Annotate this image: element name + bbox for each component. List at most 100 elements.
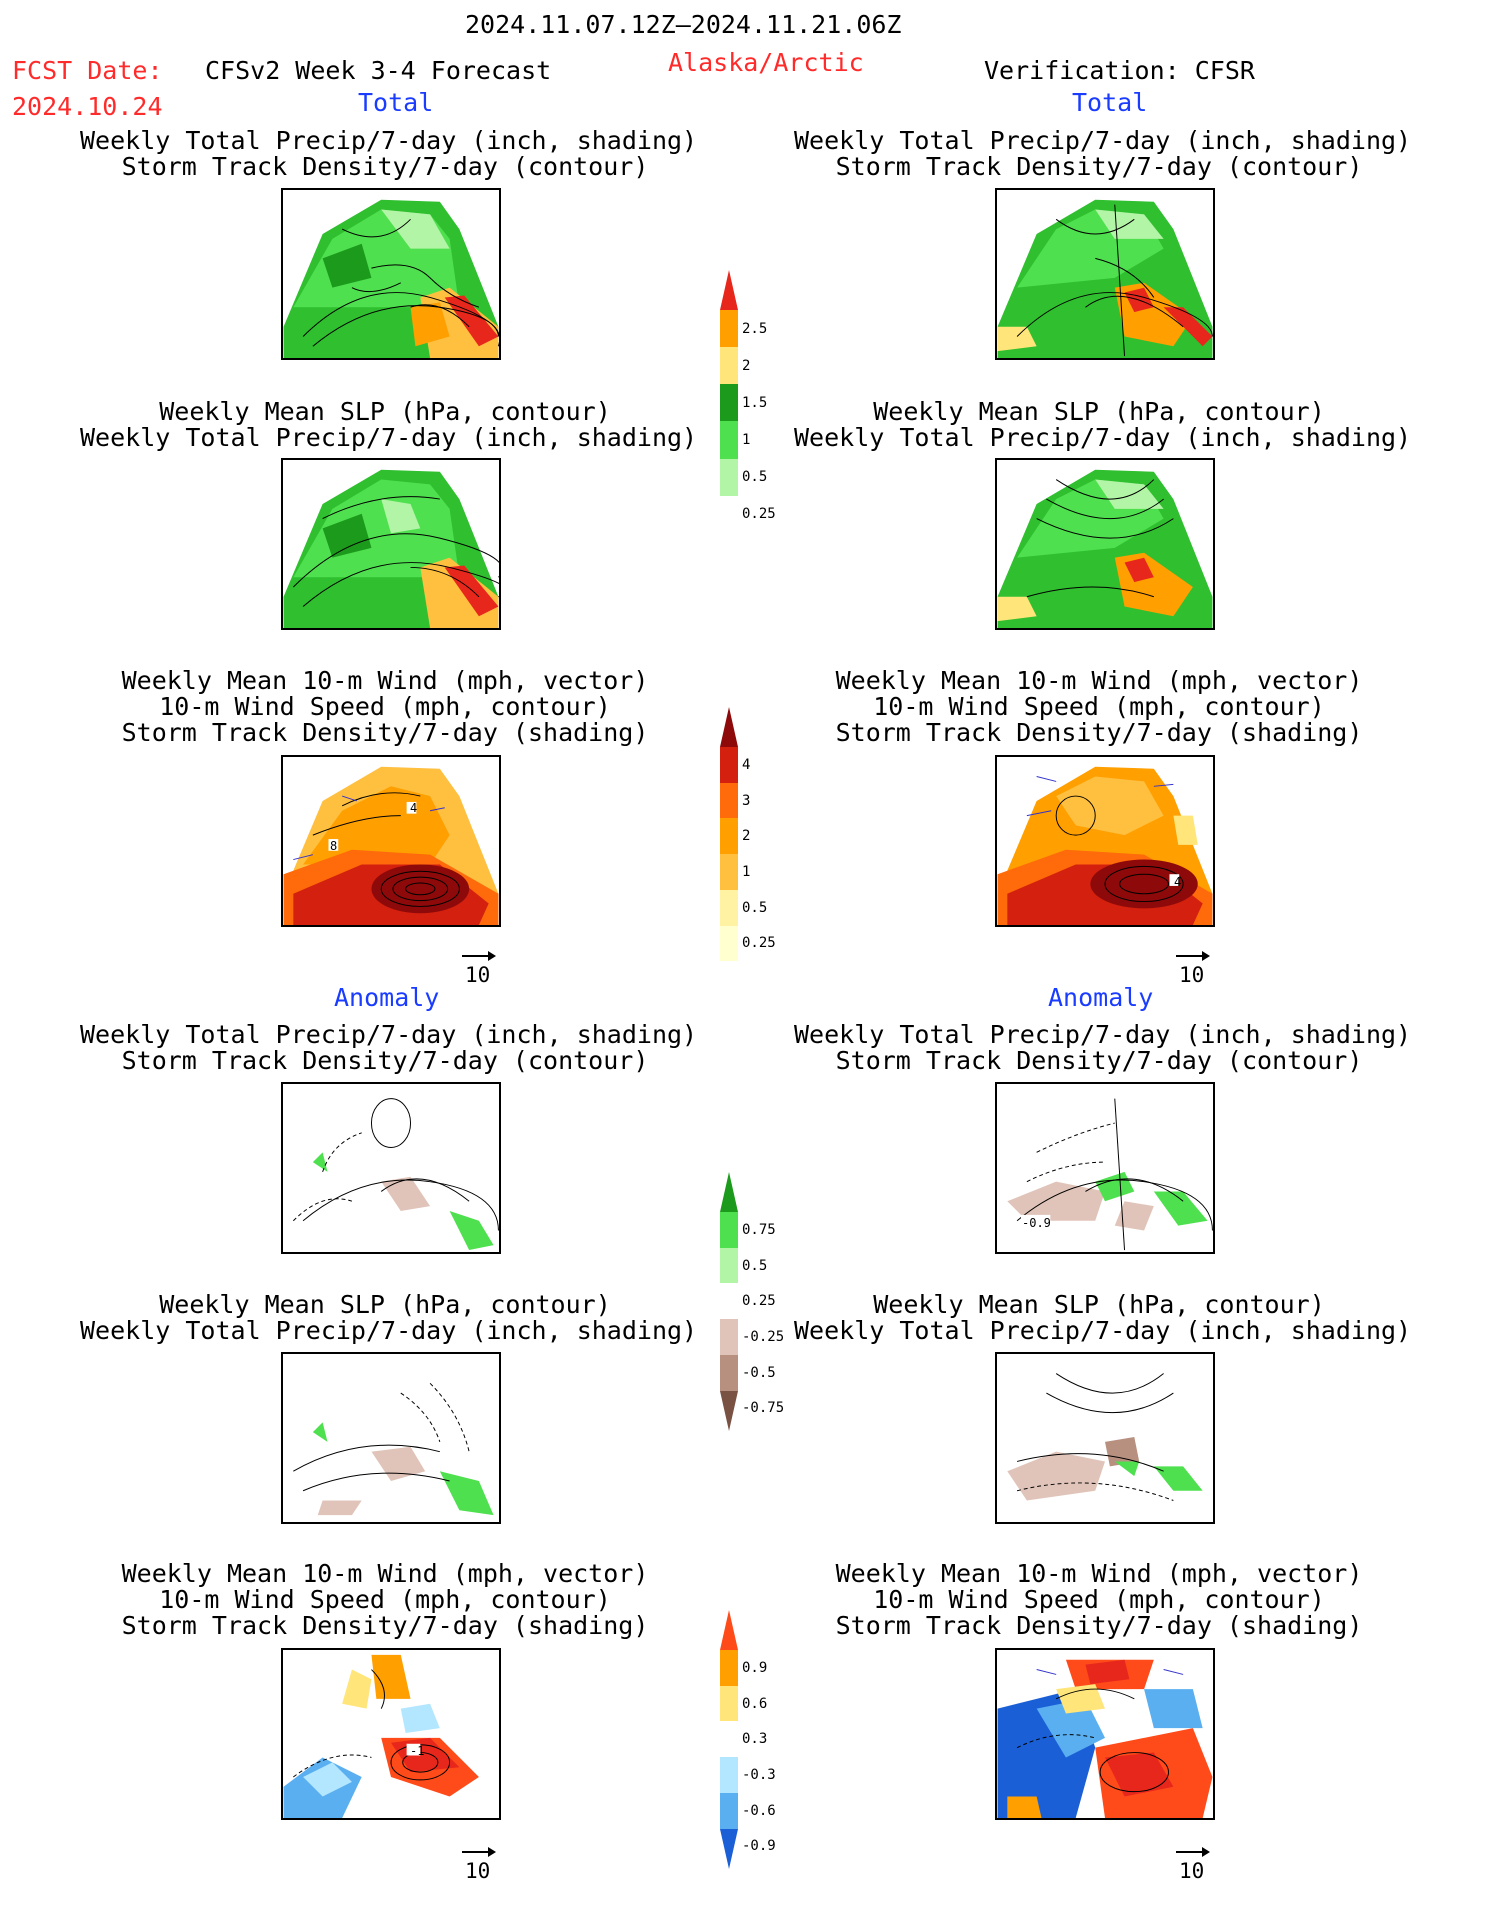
- colorbar-segment: [720, 889, 738, 926]
- region-label: Alaska/Arctic: [668, 48, 864, 77]
- colorbar-segment: [720, 384, 738, 422]
- reference-vector-arrow: [1176, 951, 1210, 961]
- colorbar-tick-label: 4: [742, 756, 751, 773]
- map-slp-precip-fcst: [281, 458, 501, 630]
- title-line: Weekly Mean SLP (hPa, contour): [873, 397, 1325, 426]
- map-anom-slp-fcst: [281, 1352, 501, 1524]
- panel-title-anom-wind-right: Weekly Mean 10-m Wind (mph, vector) 10-m…: [794, 1561, 1404, 1639]
- section-total-right: Total: [1072, 88, 1148, 117]
- panel-title-anom-precip-right: Weekly Total Precip/7-day (inch, shading…: [794, 1020, 1412, 1075]
- reference-vector-label: 10: [1179, 1859, 1205, 1883]
- colorbar-precip-anom: 0.75 0.5 0.25 -0.25 -0.5 -0.75: [720, 1172, 784, 1462]
- panel-title-anom-precip-left: Weekly Total Precip/7-day (inch, shading…: [80, 1020, 698, 1075]
- contour-label: -1: [410, 1744, 425, 1758]
- title-line: Weekly Mean 10-m Wind (mph, vector): [835, 666, 1363, 695]
- colorbar-top-tip: [720, 1610, 738, 1650]
- section-anomaly-left: Anomaly: [334, 983, 440, 1012]
- map-slp-precip-verif: [995, 458, 1215, 630]
- map-anom-wind-fcst: -1: [281, 1648, 501, 1820]
- colorbar-segment: [720, 782, 738, 819]
- colorbar-tick-label: -0.25: [742, 1329, 785, 1345]
- colorbar-top-tip: [720, 707, 738, 747]
- colorbar-wind-anom: 0.9 0.6 0.3 -0.3 -0.6 -0.9: [720, 1610, 776, 1900]
- colorbar-bottom-tip: [720, 961, 738, 1002]
- colorbar-bottom-tip: [720, 495, 738, 536]
- colorbar-segment: [720, 1757, 738, 1793]
- valid-period: 2024.11.07.12Z–2024.11.21.06Z: [465, 10, 902, 39]
- map-anom-wind-verif: [995, 1648, 1215, 1820]
- title-line: Storm Track Density/7-day (contour): [835, 152, 1363, 181]
- panel-title-total-precip-right: Weekly Total Precip/7-day (inch, shading…: [794, 126, 1412, 181]
- panel-title-anom-wind-left: Weekly Mean 10-m Wind (mph, vector) 10-m…: [80, 1561, 690, 1639]
- reference-vector-arrow: [1176, 1847, 1210, 1857]
- reference-vector-label: 10: [1179, 963, 1205, 987]
- colorbar-top-tip: [720, 1172, 738, 1212]
- colorbar-tick-label: 0.3: [742, 1731, 768, 1748]
- colorbar-tick-label: -0.75: [742, 1400, 785, 1417]
- title-line: Weekly Mean SLP (hPa, contour): [159, 397, 611, 426]
- panel-title-total-precip-left: Weekly Total Precip/7-day (inch, shading…: [80, 126, 698, 180]
- map-anom-precip-verif: -0.9: [995, 1082, 1215, 1254]
- colorbar-tick-label: 1: [742, 864, 751, 880]
- colorbar-tick-label: 0.5: [742, 899, 768, 916]
- title-line: Weekly Mean 10-m Wind (mph, vector): [121, 1559, 649, 1588]
- colorbar-segment: [720, 421, 738, 459]
- colorbar-bottom-tip: [720, 1390, 738, 1431]
- panel-title-slp-left: Weekly Mean SLP (hPa, contour) Weekly To…: [80, 397, 698, 452]
- colorbar-segment: [720, 1650, 738, 1686]
- title-line: Weekly Total Precip/7-day (inch, shading…: [80, 126, 698, 155]
- title-line: Weekly Mean 10-m Wind (mph, vector): [121, 666, 649, 695]
- map-total-precip-verif: [995, 188, 1215, 360]
- title-line: Weekly Total Precip/7-day (inch, shading…: [794, 423, 1412, 452]
- title-line: Weekly Total Precip/7-day (inch, shading…: [80, 1020, 698, 1049]
- colorbar-segment: [720, 1319, 738, 1355]
- colorbar-tick-label: 0.5: [742, 469, 768, 486]
- colorbar-segment: [720, 1685, 738, 1722]
- title-line: Storm Track Density/7-day (shading): [121, 718, 649, 747]
- title-line: Storm Track Density/7-day (contour): [121, 1046, 649, 1075]
- colorbar-tick-label: -0.6: [742, 1802, 776, 1819]
- colorbar-segment: [720, 458, 738, 496]
- map-total-precip-fcst: [281, 188, 501, 360]
- model-label: CFSv2 Week 3-4 Forecast: [205, 56, 552, 85]
- title-line: Weekly Total Precip/7-day (inch, shading…: [80, 423, 698, 452]
- colorbar-segment: [720, 1721, 738, 1758]
- title-line: Weekly Mean SLP (hPa, contour): [873, 1290, 1325, 1319]
- section-total-left: Total: [358, 88, 434, 117]
- contour-label: -0.9: [1022, 1216, 1051, 1230]
- colorbar-segment: [720, 1792, 738, 1829]
- colorbar-segment: [720, 1247, 738, 1284]
- colorbar-bottom-tip: [720, 1828, 738, 1869]
- colorbar-segment: [720, 747, 738, 783]
- colorbar-precip-total: 2.5 2 1.5 1 0.5 0.25: [720, 270, 776, 570]
- title-line: 10-m Wind Speed (mph, contour): [159, 1585, 611, 1614]
- colorbar-segment: [720, 347, 738, 385]
- title-line: Storm Track Density/7-day (shading): [835, 718, 1363, 747]
- colorbar-tick-label: -0.5: [742, 1364, 776, 1381]
- colorbar-segment: [720, 925, 738, 962]
- title-line: Weekly Mean SLP (hPa, contour): [159, 1290, 611, 1319]
- reference-vector-arrow: [462, 1847, 496, 1857]
- colorbar-segment: [720, 818, 738, 855]
- contour-label: 4: [410, 801, 418, 815]
- contour-label: 4: [1174, 875, 1182, 889]
- title-line: Storm Track Density/7-day (contour): [835, 1046, 1363, 1075]
- title-line: 10-m Wind Speed (mph, contour): [873, 1585, 1325, 1614]
- reference-vector-label: 10: [465, 1859, 491, 1883]
- title-line: Weekly Total Precip/7-day (inch, shading…: [794, 1020, 1412, 1049]
- reference-vector-arrow: [462, 951, 496, 961]
- title-line: Weekly Total Precip/7-day (inch, shading…: [794, 126, 1412, 155]
- colorbar-tick-label: 0.25: [742, 506, 776, 523]
- colorbar-tick-label: 2.5: [742, 320, 768, 337]
- fcst-label: FCST Date:: [12, 56, 163, 85]
- colorbar-tick-label: 1: [742, 432, 751, 448]
- colorbar-tick-label: 0.5: [742, 1257, 768, 1274]
- verification-label: Verification: CFSR: [984, 56, 1255, 85]
- map-wind-storm-fcst: 4 8: [281, 755, 501, 927]
- section-anomaly-right: Anomaly: [1048, 983, 1154, 1012]
- map-wind-storm-verif: 4: [995, 755, 1215, 927]
- title-line: Weekly Total Precip/7-day (inch, shading…: [794, 1316, 1412, 1345]
- title-line: Weekly Total Precip/7-day (inch, shading…: [80, 1316, 698, 1345]
- colorbar-tick-label: -0.3: [742, 1767, 776, 1783]
- panel-title-wind-right: Weekly Mean 10-m Wind (mph, vector) 10-m…: [794, 668, 1404, 746]
